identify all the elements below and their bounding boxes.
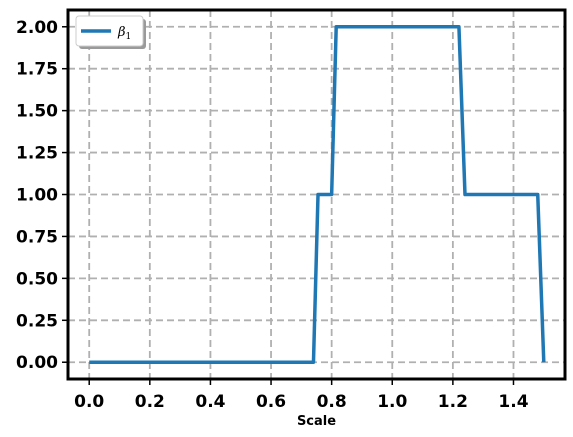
x-tick-label: 0.6 [256, 392, 286, 412]
series-line-0 [89, 25, 546, 364]
legend-label-subscript: 1 [126, 32, 132, 42]
x-tick-label: 1.0 [377, 392, 407, 412]
y-axis: 0.00 0.25 0.50 0.75 1.00 1.25 1.50 1.75 2.00 [16, 18, 68, 373]
x-tick-label: 0.0 [74, 392, 104, 412]
y-tick-label: 0.75 [16, 227, 58, 247]
y-tick-label: 0.00 [16, 353, 58, 373]
series-layer [89, 25, 546, 364]
y-tick-label: 1.50 [16, 102, 58, 122]
x-axis-label: Scale [297, 414, 336, 429]
legend-label: β1 [117, 25, 131, 42]
y-tick-label: 2.00 [16, 18, 58, 38]
y-tick-label: 0.25 [16, 311, 58, 331]
legend: β1 [75, 15, 146, 49]
y-tick-label: 1.25 [16, 144, 58, 164]
x-axis: 0.0 0.2 0.4 0.6 0.8 1.0 1.2 1.4 [74, 379, 529, 412]
x-tick-label: 0.2 [135, 392, 165, 412]
x-tick-label: 0.4 [195, 392, 225, 412]
y-tick-label: 0.50 [16, 269, 58, 289]
x-tick-label: 0.8 [317, 392, 347, 412]
y-tick-label: 1.75 [16, 60, 58, 80]
x-tick-label: 1.2 [438, 392, 468, 412]
x-tick-label: 1.4 [498, 392, 528, 412]
y-tick-label: 1.00 [16, 186, 58, 206]
legend-label-base: β [117, 25, 126, 40]
